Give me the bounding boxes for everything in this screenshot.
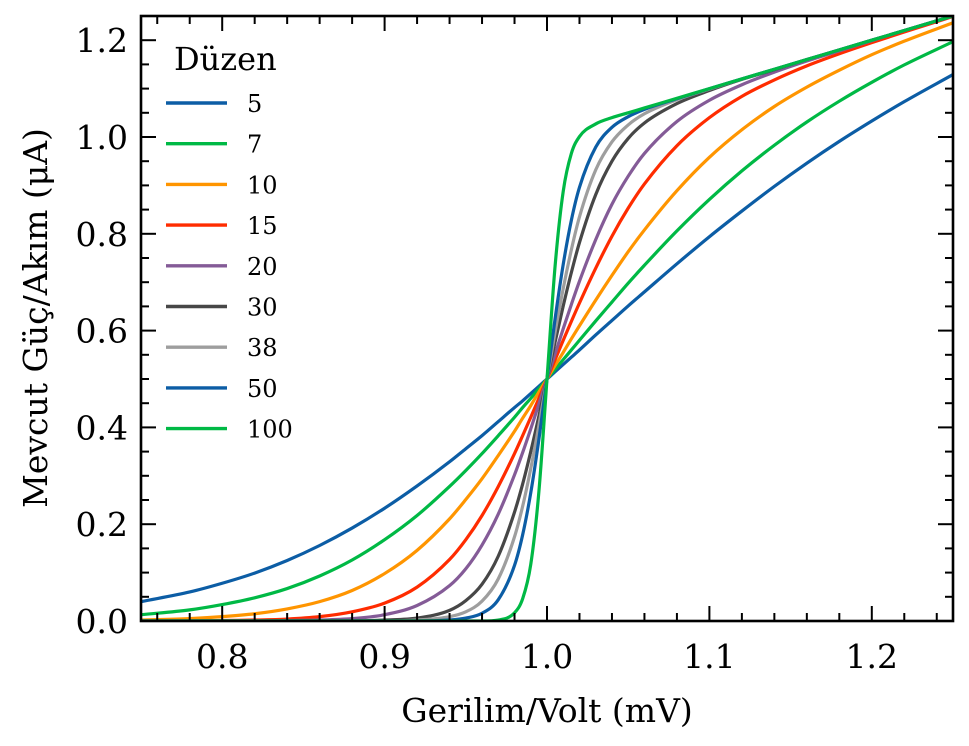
legend-label: 15	[247, 212, 278, 240]
y-axis-title: Mevcut Güç/Akım (μA)	[16, 128, 55, 508]
legend-label: 100	[247, 416, 293, 444]
legend-entry: 38	[166, 334, 278, 362]
y-tick-label: 0.0	[76, 602, 128, 641]
legend-entry: 20	[166, 253, 278, 281]
legend-entry: 30	[166, 294, 278, 322]
plot-frame	[139, 14, 955, 623]
tick-labels-layer: 0.8 0.9 1.0 1.1 1.2 0.0 0.2 0.4 0.6 0.8 1.0 1.2	[76, 21, 899, 676]
legend-label: 10	[247, 171, 278, 199]
x-tick-label: 1.2	[846, 637, 898, 676]
legend-entry: 15	[166, 212, 278, 240]
x-tick-label: 1.1	[683, 637, 735, 676]
y-tick-label: 1.2	[76, 21, 128, 60]
legend-entries: 5 7 10 15 20 30 38 50 100	[166, 90, 293, 444]
legend-entry: 10	[166, 171, 278, 199]
legend-entry: 7	[166, 131, 262, 159]
x-tick-label: 0.9	[358, 637, 410, 676]
legend-entry: 100	[166, 416, 293, 444]
y-tick-label: 0.4	[76, 408, 128, 447]
y-tick-label: 0.2	[76, 505, 128, 544]
legend-entry: 50	[166, 375, 278, 403]
x-tick-label: 1.0	[521, 637, 573, 676]
legend-label: 30	[247, 294, 278, 322]
legend-label: 50	[247, 375, 278, 403]
x-tick-label: 0.8	[196, 637, 248, 676]
y-tick-label: 0.6	[76, 312, 128, 351]
legend-label: 5	[247, 90, 262, 118]
series-line-100	[141, 16, 953, 621]
x-axis-title: Gerilim/Volt (mV)	[401, 691, 693, 730]
legend-entry: 5	[166, 90, 262, 118]
series-line-7	[141, 40, 953, 617]
y-tick-label: 1.0	[76, 118, 128, 157]
legend-label: 7	[247, 131, 262, 159]
series-layer	[141, 16, 953, 621]
y-tick-label: 0.8	[76, 215, 128, 254]
legend-label: 38	[247, 334, 278, 362]
legend: Düzen 5 7 10 15 20 30 38 50 100	[166, 40, 293, 444]
legend-label: 20	[247, 253, 278, 281]
legend-title: Düzen	[174, 40, 277, 78]
